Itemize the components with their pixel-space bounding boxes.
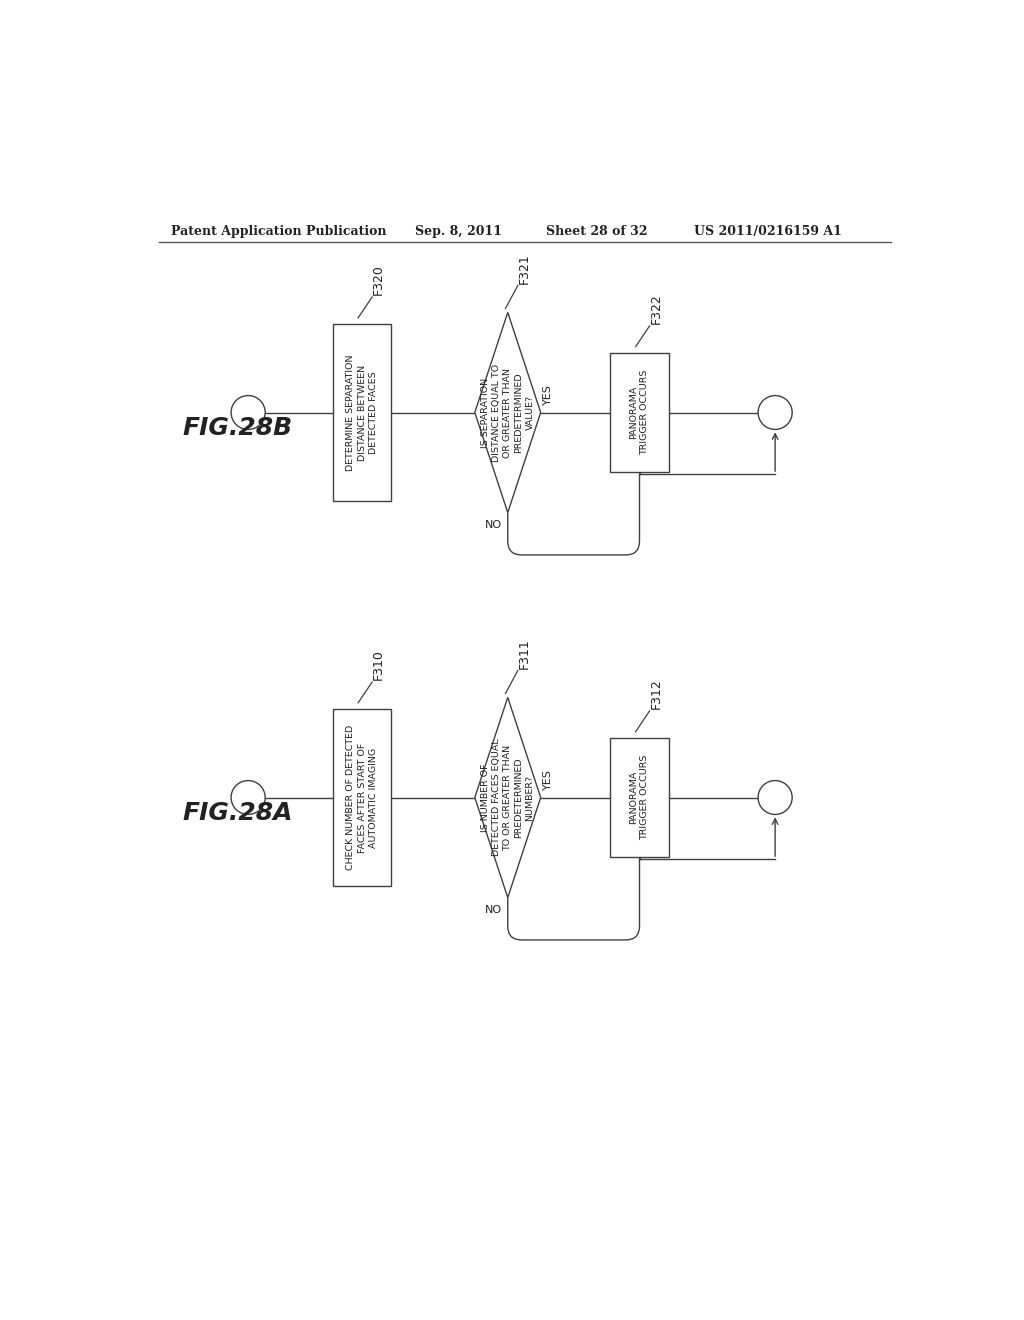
Text: IS SEPARATION
DISTANCE EQUAL TO
OR GREATER THAN
PREDETERMINED
VALUE?: IS SEPARATION DISTANCE EQUAL TO OR GREAT… xyxy=(481,363,535,462)
Text: FIG.28B: FIG.28B xyxy=(182,416,293,440)
Text: Sheet 28 of 32: Sheet 28 of 32 xyxy=(547,224,648,238)
Text: F320: F320 xyxy=(372,264,385,296)
Text: F322: F322 xyxy=(649,293,663,325)
Text: IS NUMBER OF
DETECTED FACES EQUAL
TO OR GREATER THAN
PREDETERMINED
NUMBER?: IS NUMBER OF DETECTED FACES EQUAL TO OR … xyxy=(481,739,535,857)
Text: F312: F312 xyxy=(649,678,663,709)
Text: NO: NO xyxy=(484,520,502,531)
FancyBboxPatch shape xyxy=(610,352,669,473)
Text: F311: F311 xyxy=(518,638,530,669)
Text: US 2011/0216159 A1: US 2011/0216159 A1 xyxy=(693,224,842,238)
Circle shape xyxy=(231,780,265,814)
Text: DETERMINE SEPARATION
DISTANCE BETWEEN
DETECTED FACES: DETERMINE SEPARATION DISTANCE BETWEEN DE… xyxy=(346,354,378,471)
Text: NO: NO xyxy=(484,906,502,915)
Circle shape xyxy=(758,396,793,429)
FancyBboxPatch shape xyxy=(610,738,669,857)
FancyBboxPatch shape xyxy=(333,323,391,502)
Text: F310: F310 xyxy=(372,649,385,681)
Text: PANORAMA
TRIGGER OCCURS: PANORAMA TRIGGER OCCURS xyxy=(630,755,649,841)
Text: F321: F321 xyxy=(518,253,530,284)
FancyBboxPatch shape xyxy=(333,709,391,886)
Text: YES: YES xyxy=(543,384,553,405)
Circle shape xyxy=(758,780,793,814)
Text: CHECK NUMBER OF DETECTED
FACES AFTER START OF
AUTOMATIC IMAGING: CHECK NUMBER OF DETECTED FACES AFTER STA… xyxy=(346,725,378,870)
Circle shape xyxy=(231,396,265,429)
Polygon shape xyxy=(475,313,541,512)
Text: Sep. 8, 2011: Sep. 8, 2011 xyxy=(415,224,502,238)
Text: Patent Application Publication: Patent Application Publication xyxy=(171,224,386,238)
Text: FIG.28A: FIG.28A xyxy=(182,801,293,825)
Text: PANORAMA
TRIGGER OCCURS: PANORAMA TRIGGER OCCURS xyxy=(630,370,649,455)
Polygon shape xyxy=(475,697,541,898)
Text: YES: YES xyxy=(543,770,553,789)
